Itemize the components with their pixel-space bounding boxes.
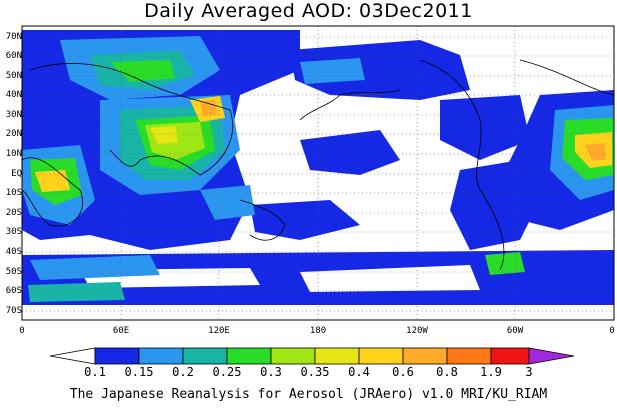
colorbar-label: 0.25 (212, 365, 242, 379)
lat-label: 20N (5, 129, 22, 139)
aod-region-high (35, 170, 70, 192)
aod-region-mid (110, 60, 175, 82)
lat-label: 40S (5, 247, 22, 257)
aod-region-high (585, 143, 606, 160)
lon-label: 60E (112, 326, 130, 336)
lat-label: 60N (5, 51, 22, 61)
colorbar-swatch (402, 347, 448, 365)
aod-region-low (300, 130, 400, 175)
aod-region-low (440, 95, 530, 160)
lat-label: 10S (5, 188, 22, 198)
graticule (22, 26, 614, 320)
colorbar-swatch (358, 347, 404, 365)
colorbar-label: 0.8 (436, 365, 458, 379)
aod-region-high (200, 100, 217, 116)
aod-region-low (290, 40, 470, 100)
aod-field (22, 26, 614, 320)
lat-label: EQ (11, 169, 22, 179)
lat-label: 50N (5, 71, 22, 81)
colorbar-swatch (446, 347, 492, 365)
aod-region-mid (485, 252, 525, 275)
colorbar-label: 3 (525, 365, 533, 379)
colorbar-label: 0.4 (348, 365, 370, 379)
aod-region-mid (30, 255, 160, 280)
colorbar-label: 1.9 (480, 365, 502, 379)
lat-label: 20S (5, 208, 22, 218)
colorbar-label: 0.2 (172, 365, 194, 379)
aod-region-mid (300, 58, 365, 84)
lat-label: 50S (5, 267, 22, 277)
lon-label: 180 (309, 326, 327, 336)
lon-label: 120E (208, 326, 230, 336)
colorbar-label: 0.15 (124, 365, 154, 379)
colorbar-swatch (182, 347, 228, 365)
lat-label: 40N (5, 90, 22, 100)
colorbar-swatch (94, 347, 140, 365)
colorbar-label: 0.35 (300, 365, 330, 379)
colorbar-swatch (138, 347, 184, 365)
aod-region-high (150, 126, 178, 144)
footer-credit: The Japanese Reanalysis for Aerosol (JRA… (69, 387, 548, 402)
lat-label: 70N (5, 32, 22, 42)
colorbar (49, 347, 575, 365)
colorbar-swatch (226, 347, 272, 365)
lon-label: 120W (406, 326, 428, 336)
lat-label: 60S (5, 286, 22, 296)
colorbar-upper-triangle (528, 347, 575, 365)
colorbar-swatch (490, 347, 530, 365)
lon-label: 0 (19, 326, 25, 336)
colorbar-swatch (314, 347, 360, 365)
colorbar-label: 0.1 (84, 365, 106, 379)
lat-label: 10N (5, 149, 22, 159)
lat-label: 70S (5, 306, 22, 316)
lat-label: 30N (5, 110, 22, 120)
map-title: Daily Averaged AOD: 03Dec2011 (144, 0, 473, 22)
colorbar-label: 0.6 (392, 365, 414, 379)
aod-region-low (450, 160, 540, 250)
colorbar-swatch (270, 347, 316, 365)
map-frame (21, 25, 615, 321)
coastlines (22, 59, 614, 271)
lon-label: 60W (506, 326, 524, 336)
colorbar-label: 0.3 (260, 365, 282, 379)
lon-label: 0 (609, 326, 615, 336)
aod-region-mid (28, 282, 125, 302)
colorbar-lower-triangle (49, 347, 96, 365)
aod-region-mid (200, 185, 255, 220)
lat-label: 30S (5, 227, 22, 237)
aod-region-low (250, 200, 360, 240)
